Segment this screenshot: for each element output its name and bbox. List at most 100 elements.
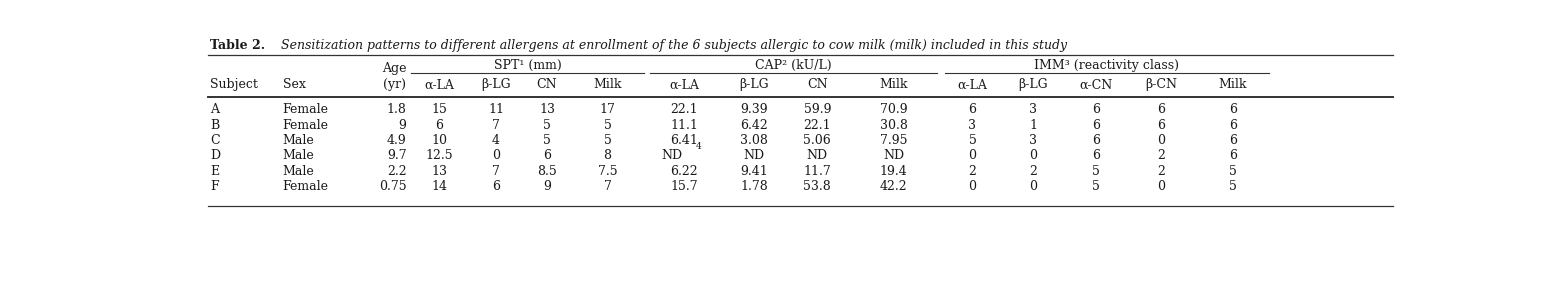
Text: 13: 13 bbox=[540, 103, 555, 116]
Text: ND: ND bbox=[807, 150, 827, 162]
Text: β-LG: β-LG bbox=[482, 78, 511, 91]
Text: 9: 9 bbox=[543, 180, 551, 193]
Text: D: D bbox=[210, 150, 221, 162]
Text: A: A bbox=[210, 103, 219, 116]
Text: 6: 6 bbox=[1157, 119, 1165, 132]
Text: Milk: Milk bbox=[1218, 78, 1248, 91]
Text: α-CN: α-CN bbox=[1079, 78, 1112, 91]
Text: 5: 5 bbox=[1092, 180, 1099, 193]
Text: 7.95: 7.95 bbox=[881, 134, 907, 147]
Text: 0: 0 bbox=[1029, 180, 1037, 193]
Text: 30.8: 30.8 bbox=[879, 119, 907, 132]
Text: Male: Male bbox=[283, 150, 314, 162]
Text: B: B bbox=[210, 119, 219, 132]
Text: β-CN: β-CN bbox=[1145, 78, 1178, 91]
Text: 9: 9 bbox=[399, 119, 407, 132]
Text: 0: 0 bbox=[1157, 180, 1165, 193]
Text: α-LA: α-LA bbox=[669, 78, 699, 91]
Text: 6: 6 bbox=[968, 103, 976, 116]
Text: Subject: Subject bbox=[210, 78, 258, 91]
Text: Male: Male bbox=[283, 134, 314, 147]
Text: 6.41: 6.41 bbox=[669, 134, 698, 147]
Text: Female: Female bbox=[283, 180, 328, 193]
Text: 5: 5 bbox=[1229, 180, 1237, 193]
Text: 10: 10 bbox=[432, 134, 447, 147]
Text: 19.4: 19.4 bbox=[881, 165, 907, 178]
Text: 5: 5 bbox=[968, 134, 976, 147]
Text: 6: 6 bbox=[1229, 134, 1237, 147]
Text: 42.2: 42.2 bbox=[881, 180, 907, 193]
Text: α-LA: α-LA bbox=[957, 78, 987, 91]
Text: 4: 4 bbox=[493, 134, 500, 147]
Text: 3: 3 bbox=[968, 119, 976, 132]
Text: Milk: Milk bbox=[593, 78, 622, 91]
Text: Table 2.: Table 2. bbox=[210, 39, 266, 52]
Text: 53.8: 53.8 bbox=[804, 180, 830, 193]
Text: 70.9: 70.9 bbox=[881, 103, 907, 116]
Text: 4: 4 bbox=[696, 142, 702, 152]
Text: 22.1: 22.1 bbox=[669, 103, 698, 116]
Text: 9.39: 9.39 bbox=[740, 103, 768, 116]
Text: 7.5: 7.5 bbox=[597, 165, 618, 178]
Text: 5.06: 5.06 bbox=[804, 134, 830, 147]
Text: ND: ND bbox=[884, 150, 904, 162]
Text: SPT¹ (mm): SPT¹ (mm) bbox=[494, 59, 561, 72]
Text: 5: 5 bbox=[604, 134, 612, 147]
Text: 9.41: 9.41 bbox=[740, 165, 768, 178]
Text: Female: Female bbox=[283, 103, 328, 116]
Text: 7: 7 bbox=[493, 119, 500, 132]
Text: 0.75: 0.75 bbox=[378, 180, 407, 193]
Text: IMM³ (reactivity class): IMM³ (reactivity class) bbox=[1034, 59, 1179, 72]
Text: Sex: Sex bbox=[283, 78, 305, 91]
Text: α-LA: α-LA bbox=[424, 78, 454, 91]
Text: F: F bbox=[210, 180, 219, 193]
Text: 59.9: 59.9 bbox=[804, 103, 830, 116]
Text: 9.7: 9.7 bbox=[386, 150, 407, 162]
Text: 6: 6 bbox=[1092, 103, 1099, 116]
Text: 6: 6 bbox=[1229, 103, 1237, 116]
Text: 2.2: 2.2 bbox=[386, 165, 407, 178]
Text: 6: 6 bbox=[1092, 119, 1099, 132]
Text: ND: ND bbox=[662, 150, 682, 162]
Text: 6: 6 bbox=[1092, 150, 1099, 162]
Text: 6: 6 bbox=[543, 150, 551, 162]
Text: β-LG: β-LG bbox=[740, 78, 769, 91]
Text: E: E bbox=[210, 165, 219, 178]
Text: 8.5: 8.5 bbox=[536, 165, 557, 178]
Text: 0: 0 bbox=[1157, 134, 1165, 147]
Text: 6: 6 bbox=[1092, 134, 1099, 147]
Text: 3.08: 3.08 bbox=[740, 134, 768, 147]
Text: 13: 13 bbox=[432, 165, 447, 178]
Text: 14: 14 bbox=[432, 180, 447, 193]
Text: β-LG: β-LG bbox=[1018, 78, 1048, 91]
Text: Male: Male bbox=[283, 165, 314, 178]
Text: 0: 0 bbox=[968, 150, 976, 162]
Text: 15.7: 15.7 bbox=[669, 180, 698, 193]
Text: 6: 6 bbox=[435, 119, 443, 132]
Text: 11.7: 11.7 bbox=[804, 165, 830, 178]
Text: 5: 5 bbox=[1229, 165, 1237, 178]
Text: 1.8: 1.8 bbox=[386, 103, 407, 116]
Text: 6.22: 6.22 bbox=[669, 165, 698, 178]
Text: Female: Female bbox=[283, 119, 328, 132]
Text: 2: 2 bbox=[1157, 150, 1165, 162]
Text: 11: 11 bbox=[488, 103, 504, 116]
Text: 2: 2 bbox=[1029, 165, 1037, 178]
Text: 6.42: 6.42 bbox=[740, 119, 768, 132]
Text: 3: 3 bbox=[1029, 103, 1037, 116]
Text: 2: 2 bbox=[968, 165, 976, 178]
Text: 5: 5 bbox=[604, 119, 612, 132]
Text: 8: 8 bbox=[604, 150, 612, 162]
Text: 1.78: 1.78 bbox=[740, 180, 768, 193]
Text: 17: 17 bbox=[599, 103, 616, 116]
Text: Sensitization patterns to different allergens at enrollment of the 6 subjects al: Sensitization patterns to different alle… bbox=[274, 39, 1067, 52]
Text: ND: ND bbox=[744, 150, 765, 162]
Text: 12.5: 12.5 bbox=[425, 150, 454, 162]
Text: Milk: Milk bbox=[879, 78, 909, 91]
Text: C: C bbox=[210, 134, 219, 147]
Text: Age
(yr): Age (yr) bbox=[382, 62, 407, 91]
Text: 0: 0 bbox=[1029, 150, 1037, 162]
Text: 7: 7 bbox=[604, 180, 612, 193]
Text: CN: CN bbox=[807, 78, 827, 91]
Text: 11.1: 11.1 bbox=[669, 119, 698, 132]
